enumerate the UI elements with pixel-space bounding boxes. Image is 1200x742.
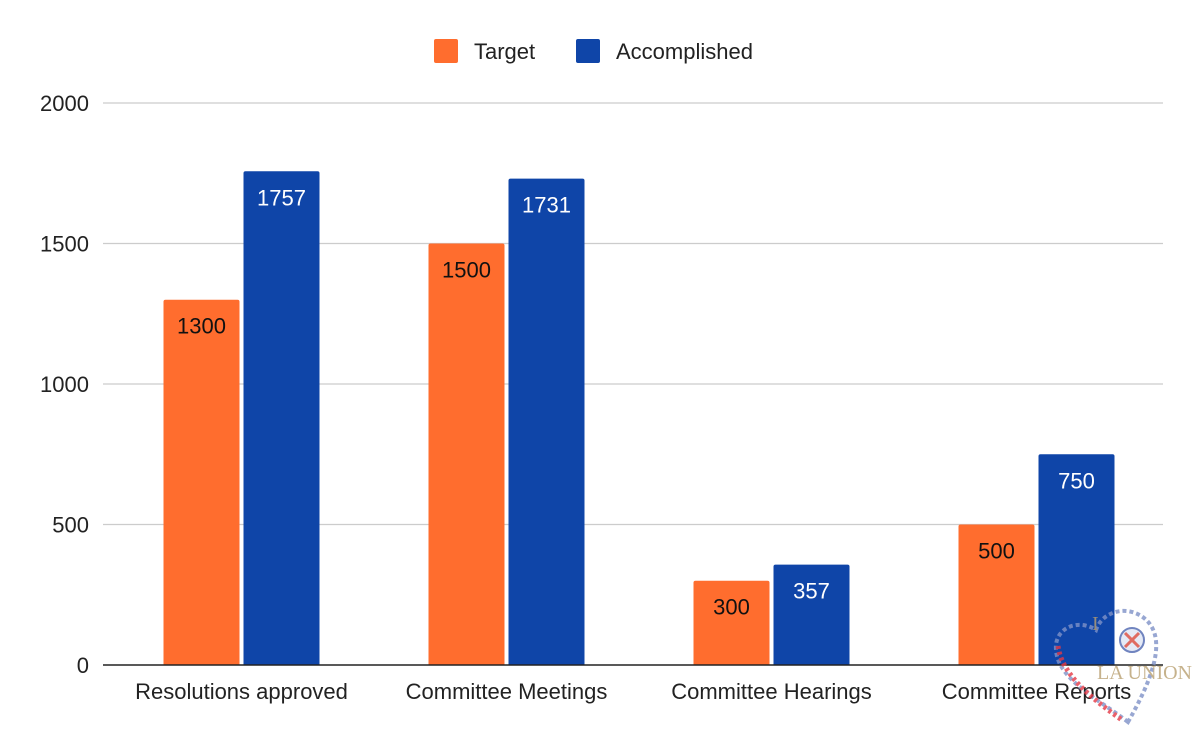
data-label-accomplished-3: 357 [793, 579, 830, 604]
x-category-label: Committee Meetings [406, 679, 608, 704]
data-label-accomplished-4: 750 [1058, 468, 1095, 493]
heart-seal-logo-icon [1053, 608, 1159, 726]
data-label-accomplished-2: 1731 [522, 193, 571, 218]
bar-accomplished-3 [773, 564, 850, 665]
y-tick-label: 1000 [40, 372, 89, 397]
bar-target-3 [693, 580, 770, 665]
bar-accomplished-2 [508, 178, 585, 666]
legend-label-accomplished: Accomplished [616, 39, 753, 64]
legend-label-target: Target [474, 39, 535, 64]
legend-swatch-target [434, 39, 458, 63]
y-axis-tick-labels: 0 500 1000 1500 2000 [40, 91, 89, 678]
bars [163, 171, 1115, 666]
x-category-label: Committee Hearings [671, 679, 872, 704]
bar-accomplished-4 [1038, 454, 1115, 665]
x-axis-category-labels: Resolutions approved Committee Meetings Co… [135, 679, 1131, 704]
data-label-target-4: 500 [978, 539, 1015, 564]
data-labels: 1300 1757 1500 1731 300 357 500 750 [177, 185, 1095, 619]
data-label-target-2: 1500 [442, 258, 491, 283]
la-union-watermark: I LA UNION [1053, 608, 1192, 726]
bar-accomplished-1 [243, 171, 320, 665]
data-label-target-3: 300 [713, 595, 750, 620]
bar-target-2 [428, 243, 505, 665]
y-tick-label: 500 [52, 513, 89, 538]
y-tick-label: 2000 [40, 91, 89, 116]
legend: Target Accomplished [434, 39, 753, 64]
watermark-letter: I [1092, 613, 1099, 635]
data-label-accomplished-1: 1757 [257, 185, 306, 210]
legend-swatch-accomplished [576, 39, 600, 63]
data-label-target-1: 1300 [177, 314, 226, 339]
seal-cross-icon [1123, 631, 1141, 649]
x-category-label: Resolutions approved [135, 679, 348, 704]
bar-target-4 [958, 524, 1035, 665]
y-tick-label: 0 [77, 653, 89, 678]
watermark-text: LA UNION [1097, 662, 1192, 684]
bar-target-1 [163, 299, 240, 665]
y-tick-label: 1500 [40, 232, 89, 257]
